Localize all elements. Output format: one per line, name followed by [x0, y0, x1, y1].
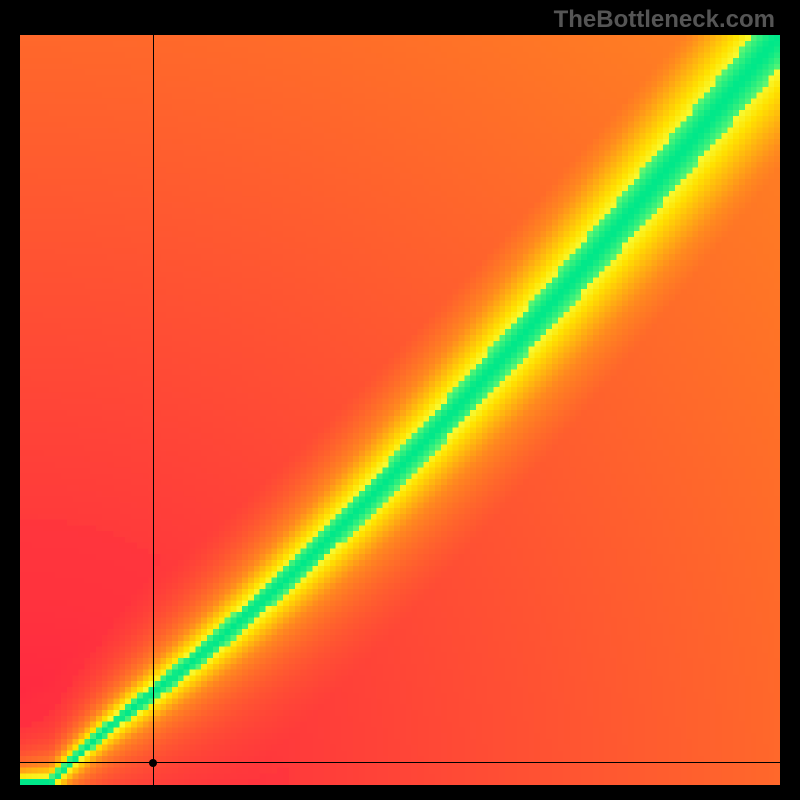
crosshair-horizontal-line [20, 762, 780, 763]
root-container: TheBottleneck.com [0, 0, 800, 800]
attribution-text: TheBottleneck.com [554, 6, 775, 34]
heatmap-canvas [20, 35, 780, 785]
crosshair-dot [149, 759, 157, 767]
crosshair-vertical-line [153, 35, 154, 785]
chart-plot-area [20, 35, 780, 785]
